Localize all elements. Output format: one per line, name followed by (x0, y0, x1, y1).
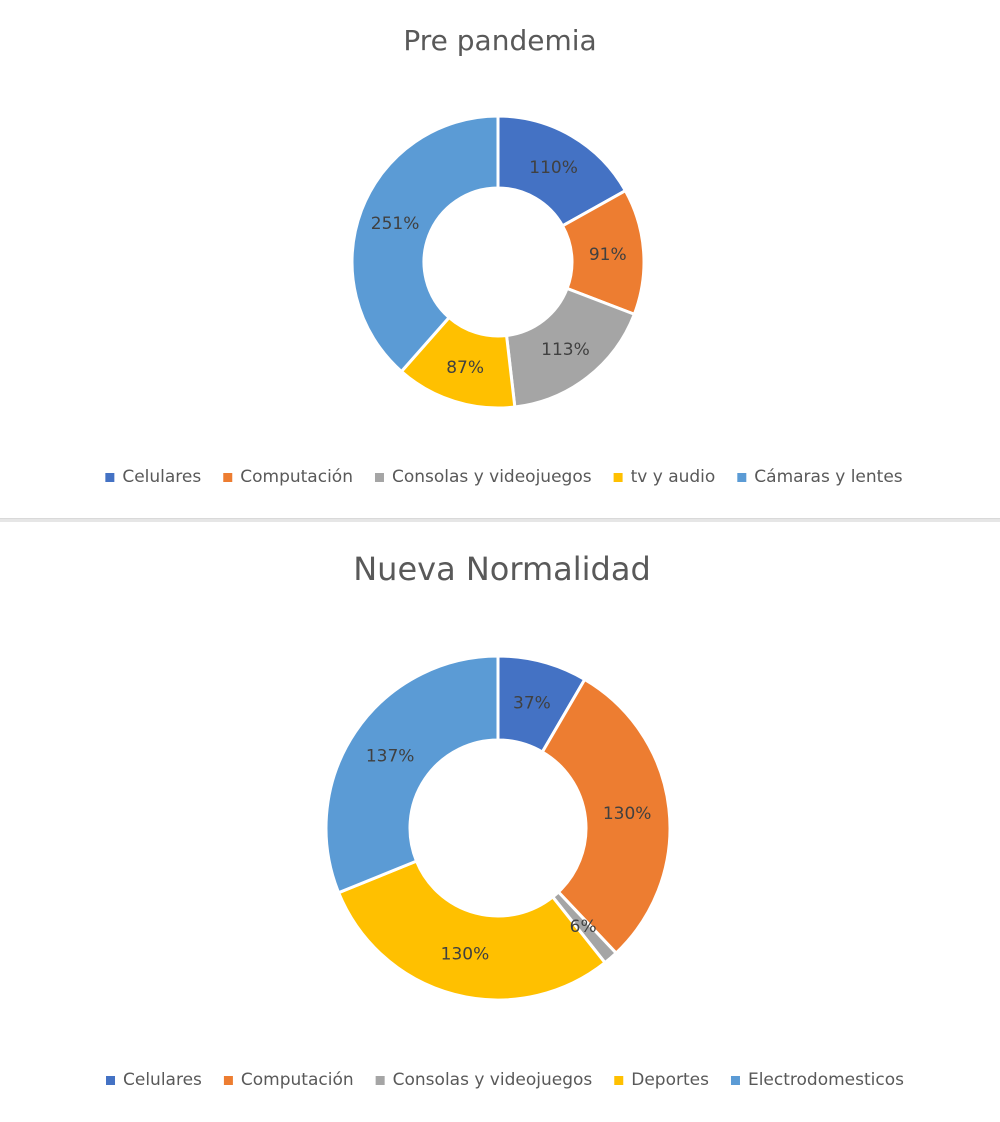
slices (350, 114, 646, 410)
legend-label: Deportes (631, 1070, 709, 1090)
legend-swatch (374, 473, 384, 482)
legend-label: Celulares (122, 467, 201, 487)
legend-item-celulares: Celulares (105, 467, 201, 487)
slice-celulares (496, 114, 628, 228)
legend-label: Celulares (123, 1070, 202, 1090)
legend-swatch (737, 473, 747, 482)
legend-label: Computación (240, 467, 353, 487)
data-label-celulares: 37% (513, 694, 551, 714)
legend-item-electrodomesticos: Electrodomesticos (730, 1070, 904, 1090)
slice-electrodomesticos (324, 654, 500, 895)
legend-item-consolas-y-videojuegos: Consolas y videojuegos (374, 467, 592, 487)
legend-label: Consolas y videojuegos (392, 467, 592, 487)
legend-swatch (106, 1076, 116, 1085)
legend-item-consolas-y-videojuegos: Consolas y videojuegos (375, 1070, 593, 1090)
data-label-computacion: 91% (589, 245, 627, 265)
legend-label: Computación (241, 1070, 354, 1090)
legend-swatch (613, 473, 623, 482)
legend-item-celulares: Celulares (106, 1070, 202, 1090)
legend-label: Electrodomesticos (748, 1070, 904, 1090)
data-label-camaras-y-lentes: 251% (371, 214, 420, 234)
legend-swatch (223, 473, 233, 482)
legend-swatch (375, 1076, 385, 1085)
chart-divider (0, 518, 1000, 522)
data-labels: 110% 91% 113% 87% 251% (371, 158, 627, 378)
legend-label: Cámaras y lentes (754, 467, 902, 487)
legend-swatch (614, 1076, 624, 1085)
data-labels: 37% 130% 6% 130% 137% (366, 694, 652, 965)
chart-title: Nueva Normalidad (353, 550, 651, 588)
legend-label: Consolas y videojuegos (393, 1070, 593, 1090)
data-label-consolas-y-videojuegos: 6% (570, 917, 597, 937)
donut-chart-pre-pandemia: Pre pandemia 110% 91% 113% 87% 251% Celulare… (105, 24, 903, 487)
legend-item-camaras-y-lentes: Cámaras y lentes (737, 467, 903, 487)
data-label-tv-y-audio: 87% (446, 358, 484, 378)
data-label-consolas-y-videojuegos: 113% (541, 340, 590, 360)
legend-swatch (105, 473, 115, 482)
chart-pre-pandemia: Pre pandemia 110% 91% 113% 87% 251% Celulare… (0, 0, 1000, 518)
chart-title: Pre pandemia (403, 24, 596, 57)
data-label-celulares: 110% (529, 158, 578, 178)
legend-swatch (223, 1076, 233, 1085)
slices (324, 654, 672, 1002)
legend-label: tv y audio (631, 467, 716, 487)
chart-nueva-normalidad: Nueva Normalidad 37% 130% 6% 130% 137% Celul… (0, 522, 1000, 1122)
legend: Celulares Computación Consolas y videojueg… (106, 1070, 904, 1090)
legend-item-deportes: Deportes (614, 1070, 709, 1090)
data-label-computacion: 130% (603, 804, 652, 824)
data-label-deportes: 130% (441, 945, 490, 965)
slice-deportes (336, 859, 608, 1002)
data-label-electrodomesticos: 137% (366, 746, 415, 766)
slice-computacion (540, 677, 672, 956)
legend-swatch (730, 1076, 740, 1085)
donut-chart-nueva-normalidad: Nueva Normalidad 37% 130% 6% 130% 137% Celul… (106, 550, 904, 1090)
legend-item-tv-y-audio: tv y audio (613, 467, 716, 487)
legend: Celulares Computación Consolas y videojueg… (105, 467, 903, 487)
slice-camaras-y-lentes (350, 114, 500, 374)
legend-item-computacion: Computación (223, 467, 353, 487)
legend-item-computacion: Computación (223, 1070, 354, 1090)
